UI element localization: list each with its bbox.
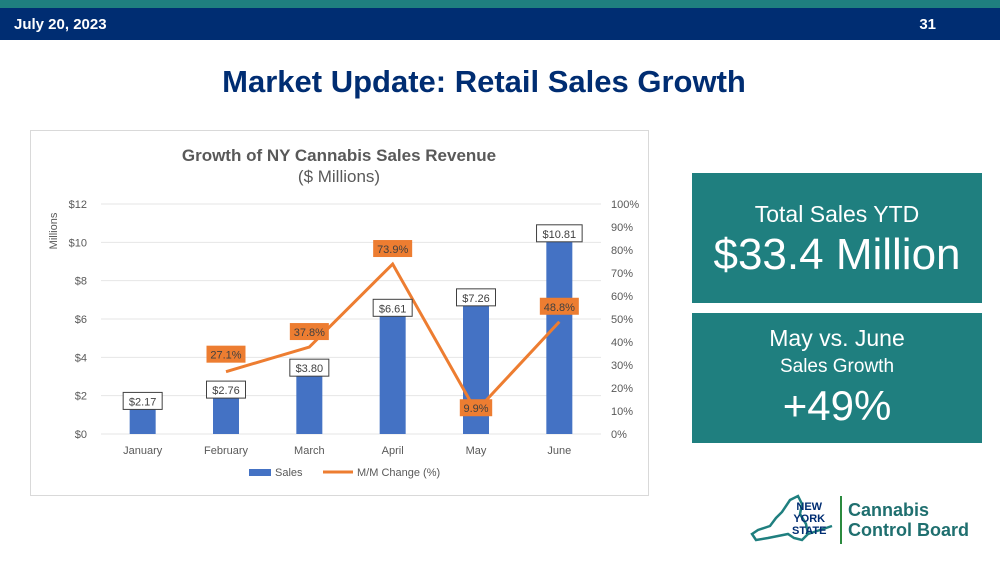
y-right-tick-label: 90% [611,222,633,234]
growth-card: May vs. June Sales Growth +49% [692,313,982,443]
chart-title: Growth of NY Cannabis Sales Revenue [182,146,496,165]
line-data-label-box [459,399,493,417]
x-tick-label: February [204,445,249,457]
line-data-label-box [289,323,329,341]
legend-label-mm-change: M/M Change (%) [357,467,440,479]
logo-state-line: YORK [793,513,826,525]
ytd-value: $33.4 Million [713,230,961,279]
bar-data-label: $2.17 [129,396,157,408]
legend-label-sales: Sales [275,467,303,479]
line-data-label-box [206,345,246,363]
line-data-label: 48.8% [544,302,575,314]
x-tick-label: April [382,445,404,457]
legend-swatch-sales [249,469,271,476]
y-right-tick-label: 50% [611,314,633,326]
logo-org-line: Control Board [848,520,969,540]
slide-title: Market Update: Retail Sales Growth [222,64,746,99]
header-date: July 20, 2023 [14,16,107,33]
bar-data-label: $6.61 [379,303,407,315]
nys-map-logo-icon [750,494,833,542]
logo-state-line: NEW [796,501,823,513]
x-tick-label: January [123,445,163,457]
bar [379,307,406,434]
y-right-tick-label: 100% [611,199,639,211]
line-series [225,261,561,414]
bar-data-label: $7.26 [462,293,490,305]
y-right-tick-label: 30% [611,360,633,372]
y-right-tick-label: 0% [611,429,627,441]
y-tick-label: $10 [69,237,87,249]
x-tick-label: May [466,445,487,457]
growth-value: +49% [782,382,892,429]
line-data-label: 9.9% [463,403,488,415]
ytd-label: Total Sales YTD [754,201,920,227]
bar-data-label: $2.76 [212,385,240,397]
y-tick-label: $6 [75,314,87,326]
ytd-sales-card: Total Sales YTD $33.4 Million [692,173,982,303]
y-tick-label: $0 [75,429,87,441]
growth-label-line1: May vs. June [769,325,905,351]
chart-svg: Growth of NY Cannabis Sales Revenue ($ Mi… [48,146,639,479]
header-bar: July 20, 2023 31 [0,8,1000,40]
y-tick-label: $8 [75,276,87,288]
line-data-label: 73.9% [377,244,408,256]
page-number: 31 [919,16,936,33]
bar-data-label-box [456,288,496,307]
sales-chart: Growth of NY Cannabis Sales Revenue ($ Mi… [30,130,649,496]
bar-data-label: $3.80 [296,363,324,375]
x-tick-label: March [294,445,325,457]
logo-org-name: Cannabis Control Board [848,500,969,540]
y-right-tick-label: 60% [611,291,633,303]
bar-data-label-box [206,380,246,399]
bar-data-label-box [536,224,583,243]
logo-org-line: Cannabis [848,500,930,520]
y-right-tick-label: 40% [611,337,633,349]
y-tick-label: $4 [75,352,87,364]
y-tick-label: $12 [69,199,87,211]
growth-label-line2: Sales Growth [779,356,895,377]
y-right-tick-label: 10% [611,406,633,418]
logo-state-text: NEW YORK STATE [792,501,826,537]
line-data-label: 27.1% [210,350,241,362]
y-tick-label: $2 [75,391,87,403]
bar-data-label-box [289,358,330,377]
y-right-tick-label: 20% [611,383,633,395]
y-axis-label: Millions [48,212,60,249]
bar-data-label-box [372,298,413,317]
bar-data-label: $10.81 [543,229,577,241]
y-right-tick-label: 70% [611,268,633,280]
logo-divider [840,496,842,544]
logo-state-line: STATE [792,525,827,537]
top-accent-bar [0,0,1000,8]
x-tick-label: June [547,445,571,457]
bar-data-label-box [122,391,163,410]
line-data-label-box [373,240,413,258]
line-data-label-box [539,297,579,315]
chart-subtitle: ($ Millions) [298,167,380,186]
line-data-label: 37.8% [294,327,325,339]
y-right-tick-label: 80% [611,245,633,257]
